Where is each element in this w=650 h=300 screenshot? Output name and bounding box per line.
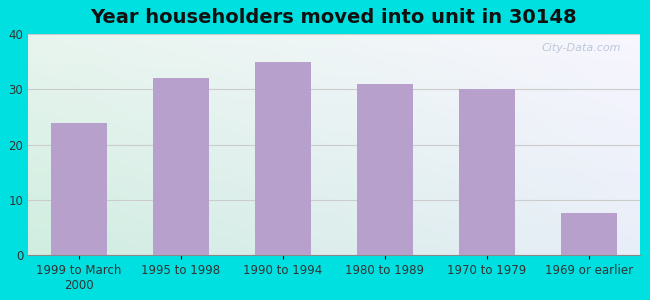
Bar	[51, 122, 107, 255]
Bar	[153, 79, 209, 255]
Bar	[255, 62, 311, 255]
Text: City-Data.com: City-Data.com	[541, 43, 621, 53]
Title: Year householders moved into unit in 30148: Year householders moved into unit in 301…	[90, 8, 577, 27]
Bar	[560, 213, 617, 255]
Bar	[459, 89, 515, 255]
Bar	[357, 84, 413, 255]
